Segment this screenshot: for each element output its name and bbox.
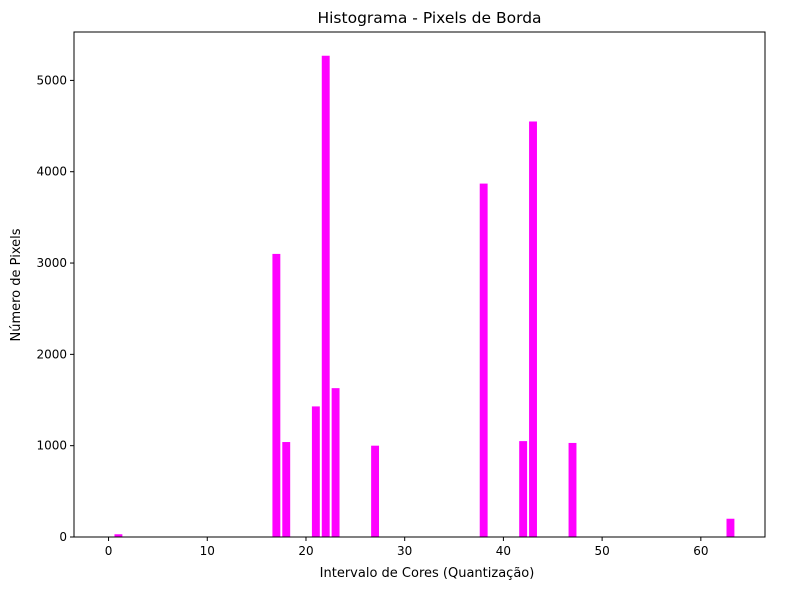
x-tick-label: 40 [496,544,511,558]
bar-22 [321,55,330,538]
y-axis-ticks: 0 1000 2000 3000 4000 5000 [36,73,74,544]
y-tick-label: 1000 [36,439,67,453]
y-tick-label: 5000 [36,73,67,87]
x-axis-label: Intervalo de Cores (Quantização) [320,566,535,581]
y-tick-label: 2000 [36,347,67,361]
bar-27 [371,445,380,537]
bars-group [114,55,735,538]
bar-43 [529,121,537,538]
x-tick-label: 60 [693,544,708,558]
x-tick-label: 20 [298,544,313,558]
bar-1 [114,534,123,537]
plot-frame [73,31,766,538]
bar-21 [311,406,320,537]
y-axis-label: Número de Pixels [9,228,24,341]
bar-63 [726,518,735,537]
bar-17 [272,253,281,537]
bar-47 [568,442,577,537]
bar-18 [282,442,291,537]
x-tick-label: 10 [200,544,215,558]
x-tick-label: 50 [594,544,609,558]
x-axis-ticks: 0 10 20 30 40 50 60 [105,537,708,558]
bar-23 [331,388,340,537]
x-tick-label: 0 [105,544,113,558]
x-tick-label: 30 [397,544,412,558]
y-tick-label: 4000 [36,165,67,179]
y-tick-label: 3000 [36,256,67,270]
bar-42 [519,441,528,537]
y-tick-label: 0 [59,530,67,544]
chart-title: Histograma - Pixels de Borda [317,9,541,27]
bar-38 [479,183,488,537]
